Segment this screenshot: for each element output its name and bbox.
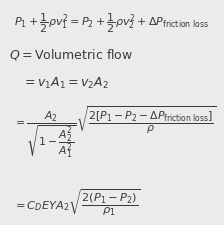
Text: $Q = \mathrm{Volumetric\ flow}$: $Q = \mathrm{Volumetric\ flow}$	[9, 47, 133, 61]
Text: $=v_1 A_1 = v_2 A_2$: $=v_1 A_1 = v_2 A_2$	[22, 76, 109, 91]
Text: $= \dfrac{A_2}{\sqrt{1 - \dfrac{A_2^2}{A_1^2}}} \sqrt{\dfrac{2\left[P_1 - P_2 - : $= \dfrac{A_2}{\sqrt{1 - \dfrac{A_2^2}{A…	[13, 105, 217, 160]
Text: $= C_D EYA_2 \sqrt{\dfrac{2(P_1 - P_2)}{\rho_1}}$: $= C_D EYA_2 \sqrt{\dfrac{2(P_1 - P_2)}{…	[13, 188, 141, 217]
Text: $P_1 + \dfrac{1}{2}\rho v_1^{2} = P_2 + \dfrac{1}{2}\rho v_2^{2} + \Delta P_{\ma: $P_1 + \dfrac{1}{2}\rho v_1^{2} = P_2 + …	[14, 11, 210, 35]
